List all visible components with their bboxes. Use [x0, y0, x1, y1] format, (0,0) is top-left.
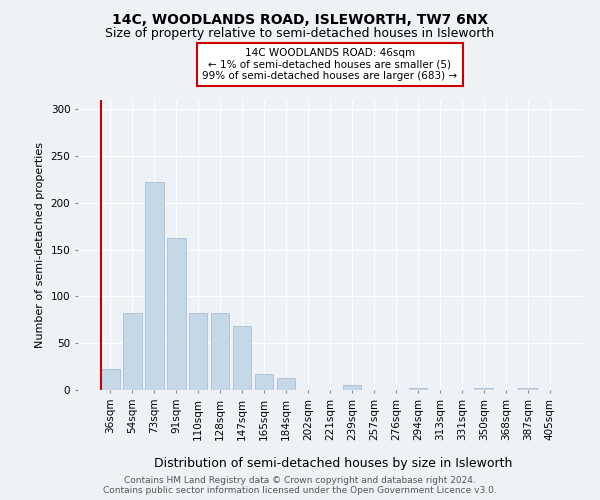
Bar [189, 314, 208, 390]
Y-axis label: Number of semi-detached properties: Number of semi-detached properties [35, 142, 45, 348]
Bar [409, 388, 427, 390]
Bar [145, 182, 164, 390]
Text: Distribution of semi-detached houses by size in Isleworth: Distribution of semi-detached houses by … [154, 458, 512, 470]
Bar [518, 388, 537, 390]
Text: 14C, WOODLANDS ROAD, ISLEWORTH, TW7 6NX: 14C, WOODLANDS ROAD, ISLEWORTH, TW7 6NX [112, 12, 488, 26]
Bar [101, 370, 119, 390]
Text: Size of property relative to semi-detached houses in Isleworth: Size of property relative to semi-detach… [106, 28, 494, 40]
Bar [211, 314, 229, 390]
Bar [167, 238, 185, 390]
Bar [233, 326, 251, 390]
Bar [255, 374, 274, 390]
Bar [475, 388, 493, 390]
Bar [123, 314, 142, 390]
Bar [343, 386, 361, 390]
Text: 14C WOODLANDS ROAD: 46sqm
← 1% of semi-detached houses are smaller (5)
99% of se: 14C WOODLANDS ROAD: 46sqm ← 1% of semi-d… [202, 48, 458, 81]
Text: Contains HM Land Registry data © Crown copyright and database right 2024.
Contai: Contains HM Land Registry data © Crown c… [103, 476, 497, 495]
Bar [277, 378, 295, 390]
